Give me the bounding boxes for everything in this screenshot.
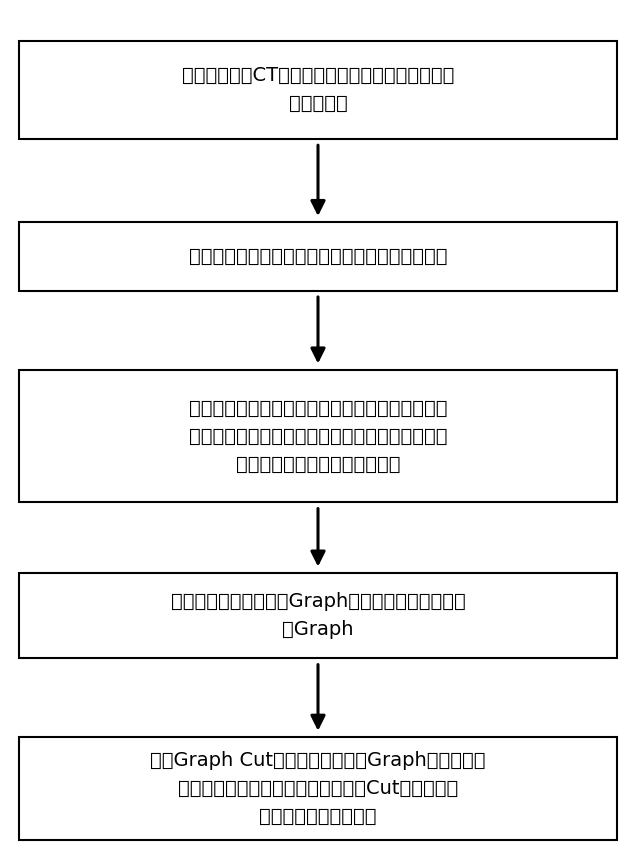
Text: 使用Graph Cut算法对初始化后的Graph计算计算其
最大流，得到最小化能量方程的割（Cut），即为最
终的低对比度器官边界: 使用Graph Cut算法对初始化后的Graph计算计算其 最大流，得到最小化能…	[150, 751, 486, 826]
Text: 使用动物体外轮廓统计形状模型辅助定位低对比度
器官初始位置，进而使用低对比度器官统计形状模
型进行预分割，得到预分割结果: 使用动物体外轮廓统计形状模型辅助定位低对比度 器官初始位置，进而使用低对比度器官…	[189, 398, 447, 474]
Text: 构建待分割图像对应的Graph，使用预分割结果初始
化Graph: 构建待分割图像对应的Graph，使用预分割结果初始 化Graph	[170, 593, 466, 639]
Text: 建立低对比度器官的统计形状模型并采集灰度信息: 建立低对比度器官的统计形状模型并采集灰度信息	[189, 247, 447, 266]
Bar	[19, 737, 617, 840]
Bar	[19, 370, 617, 503]
Bar	[19, 40, 617, 139]
Bar	[19, 573, 617, 658]
Bar	[19, 222, 617, 291]
Text: 获取动物三维CT数据，手动分割动物体外轮廓、低
对比度器官: 获取动物三维CT数据，手动分割动物体外轮廓、低 对比度器官	[182, 67, 454, 113]
